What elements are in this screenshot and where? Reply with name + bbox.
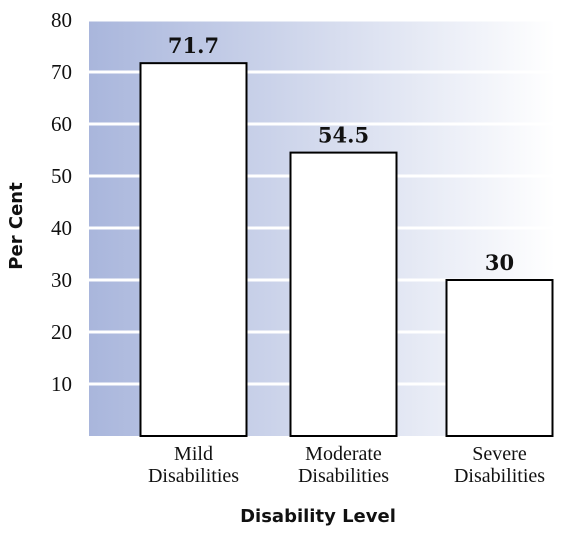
y-tick-label: 10: [51, 372, 72, 396]
value-label: 71.7: [168, 33, 219, 58]
category-label: Disabilities: [298, 465, 389, 487]
category-label: Mild: [174, 443, 213, 465]
y-tick-label: 50: [51, 164, 72, 188]
bars: [139, 62, 554, 437]
y-tick-label: 70: [51, 60, 72, 84]
y-tick-label: 40: [51, 216, 72, 240]
value-label: 54.5: [318, 123, 369, 148]
y-axis-title: Per Cent: [6, 182, 27, 270]
bar: [139, 62, 248, 437]
x-axis-title: Disability Level: [240, 506, 396, 527]
value-label: 30: [485, 250, 514, 275]
category-label: Disabilities: [148, 465, 239, 487]
category-label: Severe: [472, 443, 527, 465]
y-tick-labels: 10 20 30 40 50 60 70 80: [51, 8, 72, 396]
category-label: Moderate: [305, 443, 382, 465]
bar: [289, 151, 398, 437]
category-labels: MildDisabilitiesModerateDisabilitiesSeve…: [148, 443, 545, 487]
value-labels: 71.7 54.5 30: [168, 33, 514, 275]
y-tick-label: 20: [51, 320, 72, 344]
y-tick-label: 80: [51, 8, 72, 32]
category-label: Disabilities: [454, 465, 545, 487]
y-tick-label: 60: [51, 112, 72, 136]
y-tick-label: 30: [51, 268, 72, 292]
bar: [445, 279, 554, 437]
